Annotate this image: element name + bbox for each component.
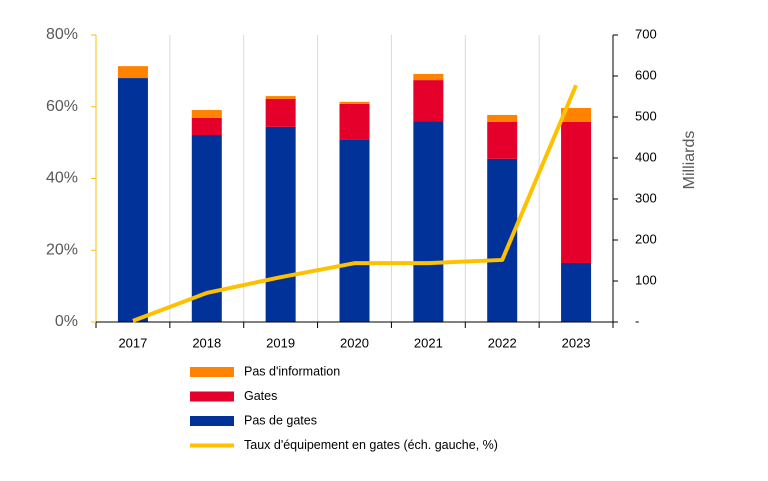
y-tick-label: 0%: [55, 313, 78, 330]
legend-swatch: [190, 391, 234, 402]
line: [132, 84, 578, 323]
y2-tick-label: 400: [635, 149, 657, 164]
x-tick-label: 2023: [562, 335, 591, 350]
bar: [561, 262, 592, 322]
x-tick-label: 2021: [414, 335, 443, 350]
bar: [339, 101, 370, 104]
bar: [265, 96, 296, 99]
y2-tick-label: 100: [635, 272, 657, 287]
y2-tick-label: 500: [635, 108, 657, 123]
x-tick-label: 2017: [118, 335, 147, 350]
x-tick-label: 2022: [488, 335, 517, 350]
bar: [265, 98, 296, 127]
bar: [487, 114, 518, 122]
bar: [191, 117, 222, 136]
bar: [561, 107, 592, 122]
y2-tick-label: 200: [635, 231, 657, 246]
legend-label: Taux d'équipement en gates (éch. gauche,…: [244, 438, 498, 452]
y-tick-label: 80%: [46, 26, 78, 43]
legend-swatch: [190, 367, 234, 377]
x-tick-label: 2020: [340, 335, 369, 350]
bar: [413, 80, 444, 122]
y-tick-label: 20%: [46, 241, 78, 258]
bar: [339, 139, 370, 322]
y2-tick-label: 300: [635, 190, 657, 205]
bar: [561, 121, 592, 263]
bar: [191, 110, 222, 118]
bar: [265, 126, 296, 322]
legend-label: Gates: [244, 389, 277, 403]
y-tick-label: 60%: [46, 98, 78, 115]
y2-tick-label: 600: [635, 67, 657, 82]
bar: [413, 73, 444, 81]
bar: [339, 103, 370, 140]
bar: [487, 158, 518, 322]
legend-label: Pas d'information: [244, 364, 340, 378]
y-tick-label: 40%: [46, 170, 78, 187]
x-tick-label: 2019: [266, 335, 295, 350]
bar: [487, 121, 518, 159]
bar: [117, 66, 148, 79]
bar: [117, 78, 148, 322]
bar: [413, 121, 444, 322]
legend-label: Pas de gates: [244, 413, 317, 427]
x-tick-label: 2018: [192, 335, 221, 350]
y2-tick-label: 700: [635, 26, 657, 41]
y2-axis-label: Milliards: [681, 131, 698, 190]
y2-tick-label: -: [635, 313, 639, 328]
legend-swatch: [190, 416, 234, 426]
